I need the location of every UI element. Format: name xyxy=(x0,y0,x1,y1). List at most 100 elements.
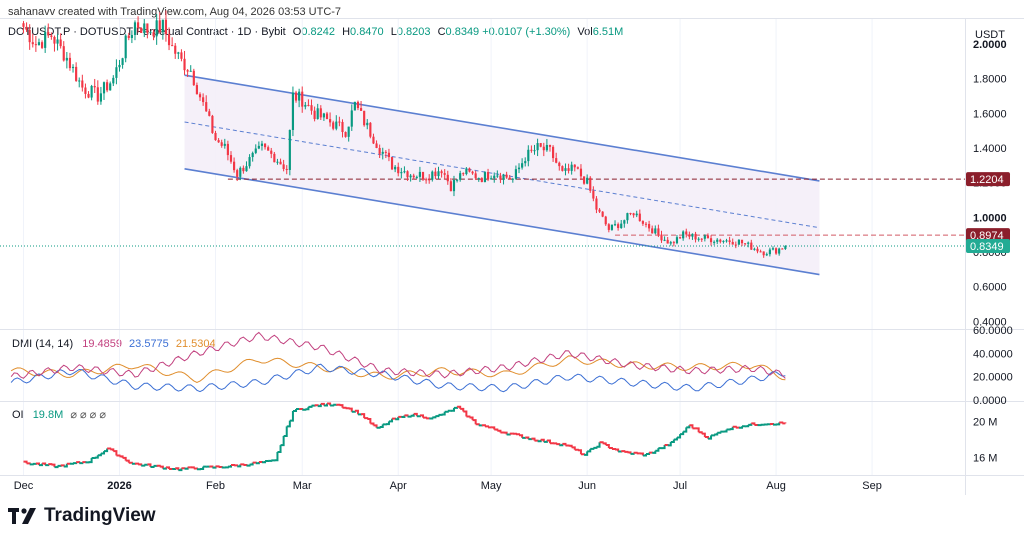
candle xyxy=(87,93,90,98)
time-tick-label: Mar xyxy=(293,480,312,492)
oi-step xyxy=(608,446,613,449)
oi-step xyxy=(234,464,239,467)
candle xyxy=(143,23,146,33)
candle xyxy=(778,248,781,254)
oi-step xyxy=(100,451,106,455)
oi-step xyxy=(453,406,459,409)
candle xyxy=(369,122,372,137)
oi-step xyxy=(348,407,353,412)
candle xyxy=(301,91,304,107)
oi-step xyxy=(655,448,660,452)
oi-step xyxy=(141,464,146,467)
oi-step xyxy=(60,464,65,467)
candle xyxy=(648,224,651,229)
oi-step xyxy=(621,450,626,453)
oi-step xyxy=(364,417,369,420)
candle xyxy=(700,238,703,240)
oi-step xyxy=(686,425,691,429)
oi-step xyxy=(466,415,471,418)
candle xyxy=(359,108,363,111)
oi-step xyxy=(305,406,310,411)
candle xyxy=(149,32,152,34)
oi-step xyxy=(200,466,205,470)
candle xyxy=(573,164,576,168)
candle xyxy=(694,233,697,240)
oi-step xyxy=(769,422,774,425)
candle xyxy=(332,122,335,129)
candle xyxy=(341,121,344,133)
oi-step xyxy=(711,434,716,437)
candle xyxy=(387,152,391,158)
candle xyxy=(257,145,260,149)
candle xyxy=(638,213,641,222)
oi-step xyxy=(302,408,307,411)
oi-step xyxy=(574,448,579,451)
candle xyxy=(109,83,112,91)
candle xyxy=(722,240,725,242)
candle xyxy=(555,158,558,163)
level-price-label-bg xyxy=(966,228,1010,243)
oi-step xyxy=(376,426,381,429)
dmi-legend[interactable]: DMI (14, 14) 19.4859 23.5775 21.5304 xyxy=(12,338,216,350)
candle xyxy=(517,167,521,170)
candle xyxy=(68,57,72,69)
candle xyxy=(304,104,307,107)
candle xyxy=(285,168,288,170)
price-tick-label: 0.6000 xyxy=(973,282,1007,294)
candle xyxy=(412,175,415,178)
oi-step xyxy=(299,407,304,410)
candle xyxy=(220,142,223,146)
candle xyxy=(267,147,270,151)
oi-step xyxy=(435,414,440,418)
open-value: 0.8242 xyxy=(301,26,335,38)
close-value: 0.8349 xyxy=(445,26,480,38)
channel-upper-line xyxy=(184,74,820,182)
candle xyxy=(189,70,192,72)
oi-step xyxy=(584,451,589,456)
open-label: O xyxy=(292,26,302,38)
candle xyxy=(242,167,245,172)
candle xyxy=(415,176,418,178)
candle xyxy=(390,157,394,170)
oi-step xyxy=(624,450,629,453)
candle xyxy=(313,110,316,120)
candle xyxy=(127,35,130,39)
time-tick-label: Aug xyxy=(766,480,786,492)
candle xyxy=(508,177,511,180)
adx-value: 21.5304 xyxy=(175,338,216,350)
oi-step xyxy=(367,417,372,424)
candle xyxy=(759,251,762,253)
oi-step xyxy=(88,457,93,464)
candle xyxy=(536,143,539,151)
candle xyxy=(706,235,710,239)
candle xyxy=(511,178,514,180)
oi-step xyxy=(676,434,682,439)
candle xyxy=(177,52,180,54)
oi-step xyxy=(373,424,378,428)
candle xyxy=(452,180,456,192)
candle xyxy=(514,169,518,179)
oi-step xyxy=(79,462,84,465)
oi-step xyxy=(227,465,232,468)
candle xyxy=(564,168,567,171)
oi-step xyxy=(568,444,573,448)
candle xyxy=(663,239,666,241)
low-value: 0.8203 xyxy=(396,26,431,38)
candle xyxy=(152,32,155,37)
time-tick-label: Apr xyxy=(390,480,407,492)
oi-step xyxy=(107,447,112,450)
oi-step xyxy=(577,449,582,455)
candle xyxy=(78,80,81,82)
candle xyxy=(579,168,583,177)
oi-step xyxy=(113,450,118,456)
candle xyxy=(703,235,706,239)
oi-step xyxy=(497,429,502,433)
candle xyxy=(567,168,570,171)
oi-step xyxy=(738,426,744,429)
dmi-tick-label: 20.0000 xyxy=(973,372,1013,384)
candle xyxy=(31,42,34,45)
candle xyxy=(449,181,452,192)
oi-legend[interactable]: OI 19.8M ⌀ ⌀ ⌀ ⌀ xyxy=(12,408,106,421)
oi-markers: ⌀ ⌀ ⌀ ⌀ xyxy=(70,409,106,421)
